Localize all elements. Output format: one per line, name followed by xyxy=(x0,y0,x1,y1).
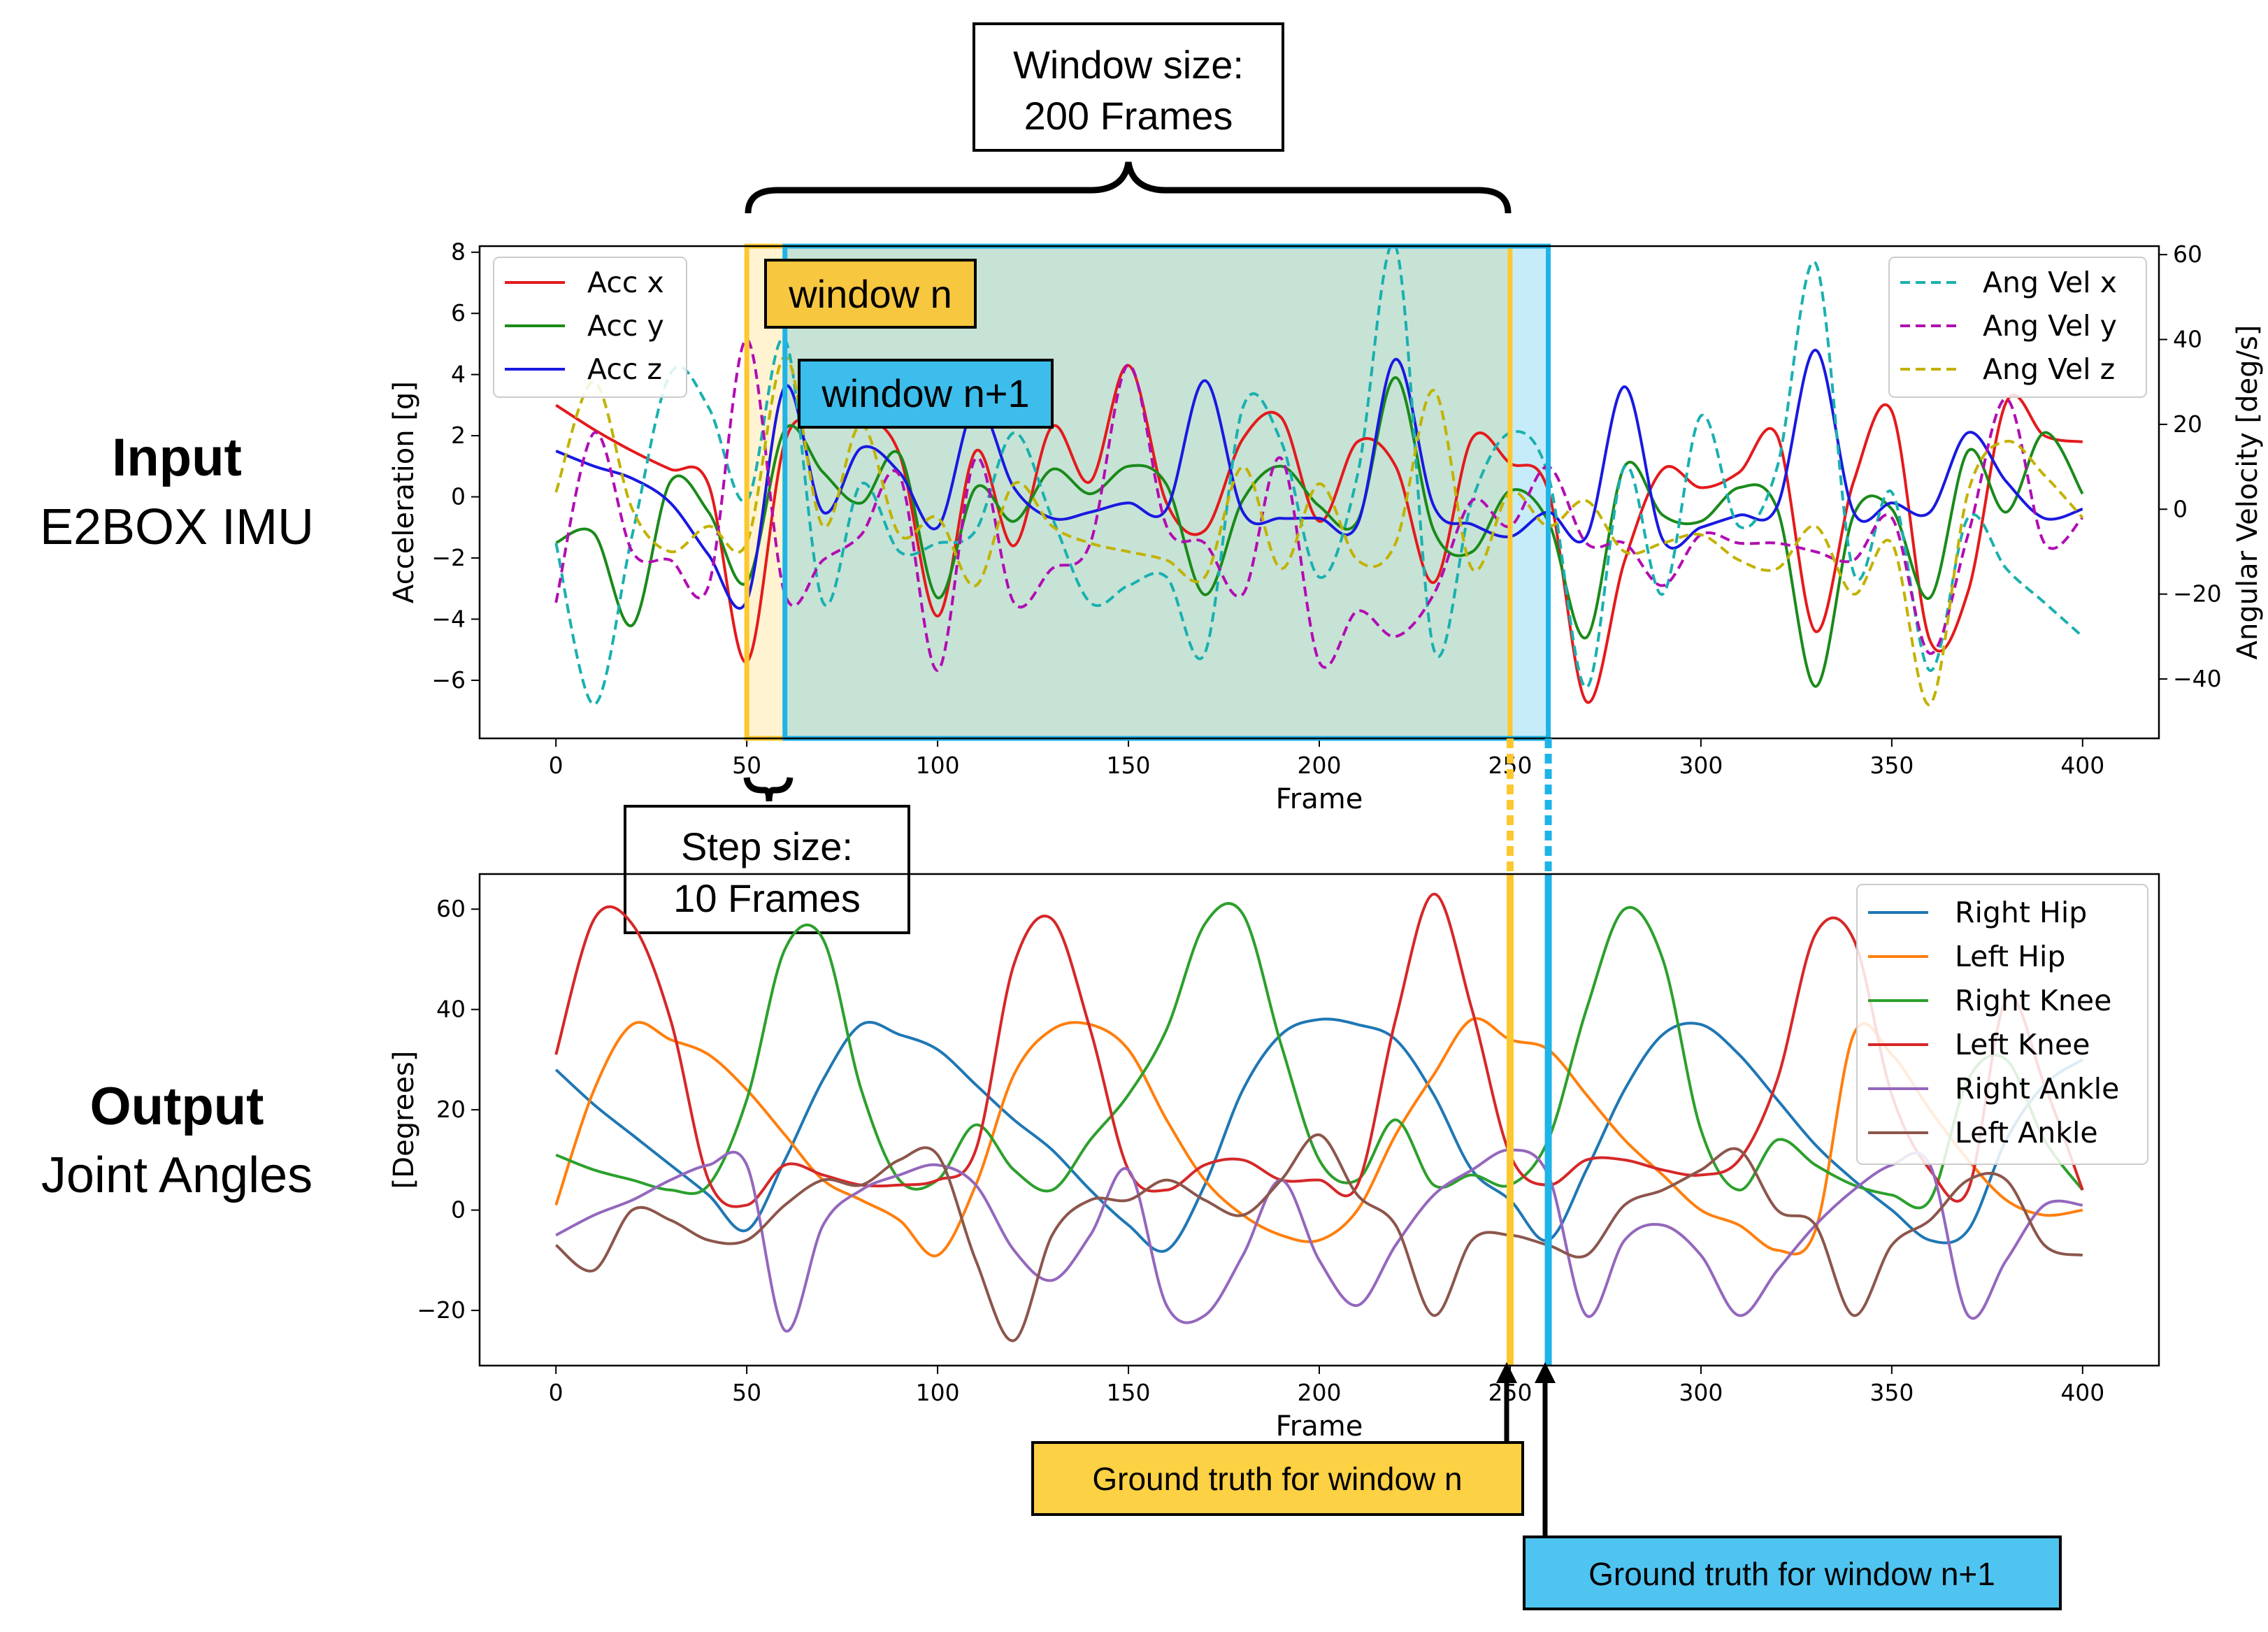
top-xlabel: Frame xyxy=(1276,783,1363,815)
top-ytick-label: 4 xyxy=(451,361,466,388)
window-n-label: window n xyxy=(788,272,952,316)
input-title: Input xyxy=(112,428,242,487)
top-xtick-label: 0 xyxy=(549,752,564,779)
window-size-brace xyxy=(745,162,1512,214)
legend-label-right-ankle: Right Ankle xyxy=(1955,1072,2119,1105)
top-xtick-label: 100 xyxy=(916,752,960,779)
bottom-xtick-label: 0 xyxy=(549,1379,564,1406)
bottom-xtick-label: 400 xyxy=(2060,1379,2104,1406)
top-y2tick-label: 40 xyxy=(2173,326,2202,353)
bottom-series-left-hip xyxy=(554,1017,2083,1258)
window-size-line2: 200 Frames xyxy=(1024,94,1233,138)
bottom-plot-frame xyxy=(478,873,2160,1367)
top-series-ang-vel-y xyxy=(554,338,2084,672)
top-y2tick-label: 60 xyxy=(2173,241,2202,268)
input-subtitle: E2BOX IMU xyxy=(40,499,314,555)
bottom-series-group xyxy=(554,892,2084,1343)
legend-label-ang-vel-x: Ang Vel x xyxy=(1983,266,2117,299)
bottom-xtick-label: 300 xyxy=(1679,1379,1723,1406)
top-ytick-label: −6 xyxy=(431,666,466,694)
bottom-xtick-label: 100 xyxy=(916,1379,960,1406)
legend-label-left-ankle: Left Ankle xyxy=(1955,1116,2098,1150)
top-y2label: Angular Velocity [deg/s] xyxy=(2232,325,2264,660)
step-size-line1: Step size: xyxy=(681,824,853,868)
bottom-series-right-knee xyxy=(555,902,2084,1210)
window-n-label-box xyxy=(764,259,977,329)
top-right-legend xyxy=(1888,257,2147,398)
legend-label-acc-z: Acc z xyxy=(587,352,662,386)
top-y2tick-label: 20 xyxy=(2173,410,2202,438)
bottom-xtick-label: 350 xyxy=(1869,1379,1914,1406)
legend-label-right-knee: Right Knee xyxy=(1955,984,2111,1017)
gt-window-n-box xyxy=(1031,1441,1524,1516)
top-ytick-label: 2 xyxy=(451,422,466,449)
window-n1-label: window n+1 xyxy=(821,371,1029,415)
top-xtick-label: 150 xyxy=(1107,752,1151,779)
legend-label-left-hip: Left Hip xyxy=(1955,940,2065,973)
bottom-xtick-label: 250 xyxy=(1488,1379,1532,1406)
top-y2tick-label: −40 xyxy=(2173,665,2222,692)
top-xtick-label: 300 xyxy=(1679,752,1723,779)
bottom-ytick-label: −20 xyxy=(417,1296,466,1324)
step-size-brace xyxy=(743,777,794,802)
top-y2tick-label: −20 xyxy=(2173,580,2222,608)
bottom-series-right-ankle xyxy=(555,1148,2083,1333)
top-plot-frame xyxy=(478,245,2160,740)
bottom-ytick-label: 20 xyxy=(436,1096,466,1123)
legend-label-right-hip: Right Hip xyxy=(1955,896,2087,929)
bottom-legend xyxy=(1856,884,2148,1165)
bottom-ytick-label: 60 xyxy=(436,895,466,922)
gt-n-arrowhead xyxy=(1496,1362,1517,1383)
bottom-ytick-label: 0 xyxy=(451,1196,466,1224)
legend-label-left-knee: Left Knee xyxy=(1955,1028,2090,1061)
gt-n1-arrowhead xyxy=(1535,1362,1556,1383)
legend-label-acc-y: Acc y xyxy=(587,309,664,343)
top-ytick-label: −4 xyxy=(431,605,466,632)
window-n1-label-box xyxy=(798,359,1054,429)
window-size-line1: Window size: xyxy=(1013,43,1244,87)
top-xtick-label: 200 xyxy=(1298,752,1342,779)
output-subtitle: Joint Angles xyxy=(41,1147,313,1203)
output-title: Output xyxy=(89,1077,264,1136)
legend-label-acc-x: Acc x xyxy=(587,266,664,299)
window-size-box xyxy=(972,22,1284,152)
step-size-box xyxy=(624,805,910,934)
bottom-xlabel: Frame xyxy=(1276,1410,1363,1443)
bottom-ytick-label: 40 xyxy=(436,996,466,1023)
legend-label-ang-vel-z: Ang Vel z xyxy=(1983,352,2115,386)
top-series-ang-vel-z xyxy=(554,355,2084,706)
legend-label-ang-vel-y: Ang Vel y xyxy=(1983,309,2117,343)
top-ytick-label: 6 xyxy=(451,299,466,327)
top-ytick-label: 0 xyxy=(451,483,466,510)
bottom-xtick-label: 150 xyxy=(1107,1379,1151,1406)
bottom-xtick-label: 50 xyxy=(732,1379,761,1406)
top-ytick-label: −2 xyxy=(431,544,466,571)
bottom-xtick-label: 200 xyxy=(1298,1379,1342,1406)
top-ytick-label: 8 xyxy=(451,238,466,266)
top-y2tick-label: 0 xyxy=(2173,495,2188,522)
imu-chart: 0 50 100 150 200 250 300 350 400−6−4−202468Frame… xyxy=(388,238,2264,815)
top-xtick-label: 350 xyxy=(1869,752,1914,779)
gt-window-n1-label: Ground truth for window n+1 xyxy=(1588,1556,1995,1592)
bottom-ylabel: [Degrees] xyxy=(388,1051,420,1189)
joint-angle-chart: 0 50 100 150 200 250 300 350 400 −20 0 20 40 60 Frame [… xyxy=(388,738,2160,1443)
top-ylabel: Acceleration [g] xyxy=(388,381,420,603)
top-xtick-label: 400 xyxy=(2060,752,2104,779)
bottom-series-right-hip xyxy=(554,1017,2083,1253)
gt-window-n-label: Ground truth for window n xyxy=(1092,1461,1462,1497)
bottom-series-left-ankle xyxy=(554,1133,2083,1343)
top-xtick-label: 50 xyxy=(732,752,761,779)
gt-window-n1-box xyxy=(1523,1536,2062,1610)
step-size-line2: 10 Frames xyxy=(673,876,861,920)
top-left-legend xyxy=(493,257,687,398)
